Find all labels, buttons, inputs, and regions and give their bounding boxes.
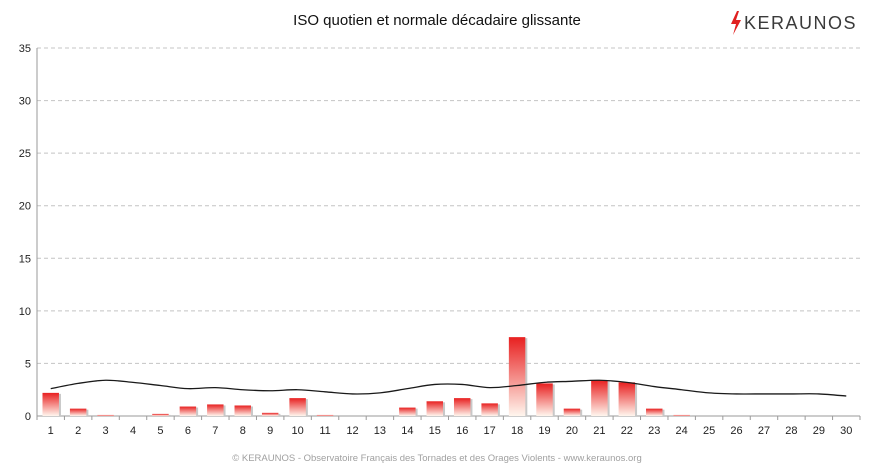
x-tick-label: 4 [130, 425, 136, 437]
bar [508, 337, 526, 416]
x-tick-label: 27 [758, 425, 770, 437]
x-tick-label: 16 [456, 425, 468, 437]
x-tick-label: 1 [48, 425, 54, 437]
bar [426, 401, 444, 416]
x-tick-label: 29 [813, 425, 825, 437]
bar [646, 408, 663, 416]
x-tick-label: 12 [346, 425, 358, 437]
x-tick-label: 22 [621, 425, 633, 437]
bar [179, 406, 197, 416]
footer-credit: © KERAUNOS - Observatoire Français des T… [232, 453, 642, 464]
bar [97, 414, 114, 416]
y-tick-label: 0 [25, 411, 31, 423]
bar [261, 412, 279, 416]
bar [69, 408, 87, 416]
y-tick-label: 20 [19, 201, 31, 213]
bar [563, 408, 581, 416]
x-tick-label: 13 [374, 425, 386, 437]
x-tick-label: 8 [240, 425, 246, 437]
x-tick-label: 24 [676, 425, 688, 437]
bar [399, 407, 416, 416]
lightning-bolt-icon [731, 11, 741, 35]
y-tick-label: 35 [19, 43, 31, 55]
x-tick-label: 14 [401, 425, 413, 437]
x-tick-label: 21 [593, 425, 605, 437]
bar [618, 382, 636, 416]
bar [481, 403, 498, 416]
y-tick-label: 15 [19, 253, 31, 265]
x-tick-label: 6 [185, 425, 191, 437]
bar [152, 413, 169, 416]
bar [207, 404, 224, 416]
keraunos-logo: KERAUNOS [730, 10, 857, 36]
bar [453, 398, 471, 416]
x-tick-label: 28 [785, 425, 797, 437]
x-tick-label: 3 [103, 425, 109, 437]
x-tick-label: 25 [703, 425, 715, 437]
logo-text: KERAUNOS [744, 12, 858, 33]
x-tick-label: 9 [267, 425, 273, 437]
x-tick-label: 17 [484, 425, 496, 437]
y-tick-label: 30 [19, 96, 31, 108]
bar [536, 383, 553, 416]
y-tick-label: 5 [25, 358, 31, 370]
bar [316, 414, 334, 416]
y-tick-label: 10 [19, 306, 31, 318]
x-tick-label: 7 [212, 425, 218, 437]
y-tick-label: 25 [19, 148, 31, 160]
x-tick-label: 30 [840, 425, 852, 437]
x-tick-label: 26 [730, 425, 742, 437]
bar [234, 405, 251, 416]
x-tick-label: 23 [648, 425, 660, 437]
x-tick-label: 11 [319, 425, 330, 437]
bar [42, 392, 59, 416]
bar [673, 414, 690, 416]
x-tick-label: 18 [511, 425, 523, 437]
x-tick-label: 5 [157, 425, 163, 437]
bar [591, 380, 608, 416]
x-tick-label: 15 [429, 425, 441, 437]
x-tick-label: 2 [75, 425, 81, 437]
bar [289, 398, 306, 416]
x-tick-label: 20 [566, 425, 578, 437]
chart-title: ISO quotien et normale décadaire glissan… [293, 12, 581, 29]
normal-line-series [50, 379, 847, 397]
x-tick-label: 10 [291, 425, 303, 437]
x-tick-label: 19 [538, 425, 550, 437]
